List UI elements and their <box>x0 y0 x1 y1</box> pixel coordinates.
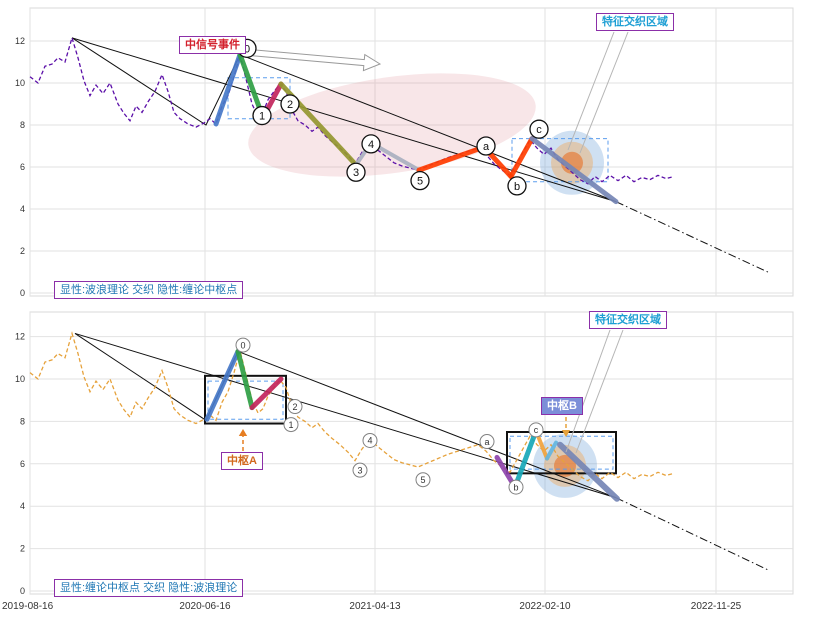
y-tick-label: 2 <box>20 544 25 554</box>
trend-line <box>237 350 617 499</box>
wave-marker-label: 4 <box>367 436 372 446</box>
panel-border <box>29 311 794 595</box>
trend-line <box>71 37 241 126</box>
leader-line <box>575 329 624 454</box>
y-tick-label: 4 <box>20 204 25 214</box>
highlight-ellipse <box>248 73 536 177</box>
trend-line <box>615 201 771 274</box>
wave-marker-label: 0 <box>240 340 245 350</box>
wave-marker <box>252 105 272 126</box>
y-tick-label: 6 <box>20 162 25 172</box>
wave-marker <box>507 176 527 196</box>
y-tick-label: 12 <box>15 332 25 342</box>
legend-top: 显性:波浪理论 交织 隐性:缠论中枢点 <box>54 281 244 299</box>
pivot-arrow-head <box>238 429 248 436</box>
wave-marker-label: 1 <box>259 111 265 123</box>
wave-marker <box>528 422 544 438</box>
x-tick-label: 2019-08-16 <box>2 601 54 612</box>
signal-arrow <box>243 48 382 72</box>
leader-line <box>579 31 629 154</box>
wave-segment <box>416 144 487 173</box>
panel-border <box>29 7 794 297</box>
x-tick-label: 2021-04-13 <box>349 601 401 612</box>
halo-ring <box>561 151 583 174</box>
wave-segment <box>204 348 241 422</box>
wave-segment <box>512 428 539 490</box>
feature-zone-label-top: 特征交织区域 <box>596 13 674 31</box>
wave-marker-label: a <box>484 437 489 447</box>
wave-marker <box>362 432 378 448</box>
wave-marker-label: 0 <box>244 43 250 55</box>
x-tick-label: 2022-02-10 <box>519 601 571 612</box>
wave-segment <box>529 136 619 205</box>
wave-marker <box>508 479 524 495</box>
wave-marker <box>415 472 431 488</box>
y-tick-label: 10 <box>15 78 25 88</box>
y-tick-label: 2 <box>20 246 25 256</box>
wave-segment <box>545 440 558 461</box>
trend-line <box>74 332 617 499</box>
wave-marker <box>352 462 368 478</box>
trend-line <box>615 497 771 572</box>
wave-marker-label: 2 <box>287 99 293 111</box>
leader-line <box>565 329 611 453</box>
wave-segment <box>557 441 620 502</box>
y-tick-label: 4 <box>20 501 25 511</box>
signal-event-label: 中信号事件 <box>179 36 246 54</box>
pivot-box <box>506 431 617 475</box>
wave-marker-label: 5 <box>417 176 423 188</box>
y-tick-label: 0 <box>20 288 25 298</box>
y-tick-label: 12 <box>15 36 25 46</box>
y-tick-label: 0 <box>20 586 25 596</box>
pivot-a-label: 中枢A <box>221 452 263 470</box>
wave-marker-label: a <box>483 141 490 153</box>
y-tick-label: 8 <box>20 120 25 130</box>
wave-marker <box>280 94 300 114</box>
wave-marker-label: 4 <box>368 139 374 151</box>
y-tick-label: 8 <box>20 416 25 426</box>
wave-segment <box>235 348 255 411</box>
wave-marker <box>361 134 381 154</box>
wave-marker <box>346 162 366 182</box>
wave-marker-label: 3 <box>353 167 359 179</box>
wave-marker-label: 2 <box>292 402 297 412</box>
pivot-arrow-head <box>561 430 571 437</box>
wave-marker <box>235 337 251 353</box>
price-line <box>29 331 675 482</box>
trend-line <box>71 37 617 203</box>
wave-marker-label: c <box>536 124 542 136</box>
trend-line <box>239 54 617 203</box>
wave-marker <box>283 417 299 433</box>
wave-marker <box>476 136 496 156</box>
x-tick-label: 2020-06-16 <box>179 601 231 612</box>
x-tick-label: 2022-11-25 <box>691 601 742 612</box>
feature-zone-label-bottom: 特征交织区域 <box>589 311 667 329</box>
wave-marker-label: 1 <box>288 420 293 430</box>
wave-marker <box>479 434 495 450</box>
wave-marker-label: c <box>534 425 539 435</box>
pivot-box <box>509 435 614 470</box>
wave-marker <box>529 119 549 139</box>
halo-ring <box>554 454 576 477</box>
wave-marker-label: 5 <box>420 475 425 485</box>
leader-line <box>567 31 615 151</box>
pivot-b-label: 中枢B <box>541 397 583 415</box>
legend-bottom: 显性:缠论中枢点 交织 隐性:波浪理论 <box>54 579 244 597</box>
wave-segment <box>249 376 284 411</box>
wave-marker-label: b <box>513 482 518 492</box>
wave-segment <box>213 52 243 127</box>
wave-marker <box>287 399 303 415</box>
wave-marker-label: b <box>514 181 520 193</box>
y-tick-label: 10 <box>15 374 25 384</box>
wave-marker-label: 3 <box>357 465 362 475</box>
wave-segment <box>508 136 535 179</box>
wave-marker <box>410 170 430 191</box>
y-tick-label: 6 <box>20 459 25 469</box>
